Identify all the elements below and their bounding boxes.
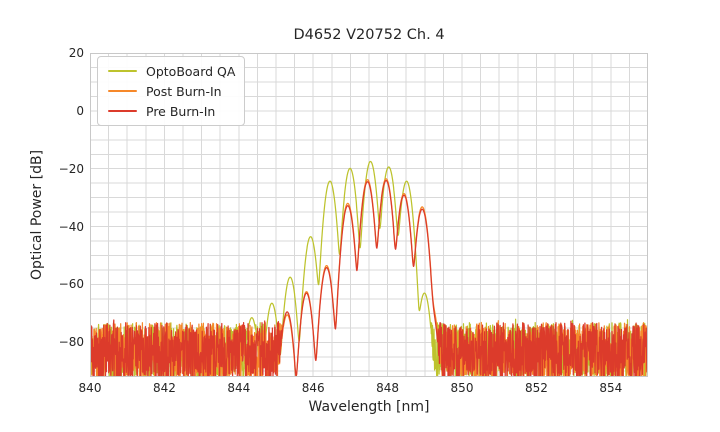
legend-swatch-pre-burn-in	[108, 109, 137, 113]
legend-label-optoboard-qa: OptoBoard QA	[146, 63, 236, 79]
x-tick-label: 850	[450, 381, 474, 395]
legend-item-post-burn-in: Post Burn-In	[108, 84, 234, 99]
x-tick-label: 852	[524, 381, 548, 395]
x-tick-label: 846	[301, 381, 325, 395]
x-tick-label: 842	[152, 381, 176, 395]
legend-label-post-burn-in: Post Burn-In	[146, 83, 222, 99]
y-tick-label: −40	[58, 219, 84, 234]
x-tick-label: 840	[78, 381, 102, 395]
x-tick-label: 848	[376, 381, 400, 395]
legend: OptoBoard QA Post Burn-In Pre Burn-In	[97, 56, 245, 126]
legend-item-optoboard-qa: OptoBoard QA	[108, 63, 236, 79]
legend-swatch-optoboard-qa	[108, 69, 137, 73]
x-axis-label: Wavelength [nm]	[308, 399, 430, 415]
y-tick-label: 20	[68, 46, 84, 60]
legend-swatch-post-burn-in	[108, 89, 137, 93]
legend-item-pre-burn-in: Pre Burn-In	[108, 104, 234, 119]
y-axis-label: Optical Power [dB]	[29, 149, 45, 281]
y-tick-label: 0	[76, 103, 84, 118]
x-tick-label: 844	[227, 381, 251, 395]
chart-title: D4652 V20752 Ch. 4	[293, 27, 445, 43]
x-tick-label: 854	[599, 381, 623, 395]
y-tick-label: −60	[58, 277, 84, 292]
y-tick-label: −20	[58, 161, 84, 176]
legend-label-pre-burn-in: Pre Burn-In	[146, 103, 216, 119]
y-tick-label: −80	[58, 335, 84, 350]
